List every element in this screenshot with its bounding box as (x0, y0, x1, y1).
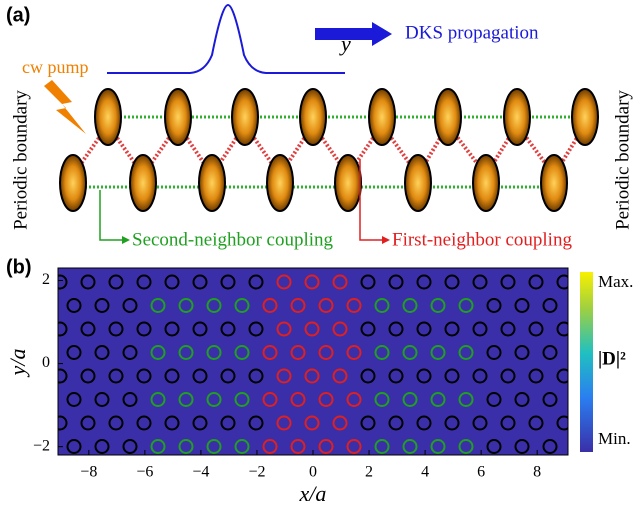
resonator (232, 89, 258, 145)
y-tick-label: 2 (42, 271, 50, 288)
resonator (60, 155, 86, 211)
boundary-label: Periodic boundary (10, 90, 31, 230)
resonator (369, 89, 395, 145)
resonator (267, 155, 293, 211)
x-tick-label: −8 (80, 464, 97, 481)
resonator (335, 155, 361, 211)
x-tick-label: −2 (248, 464, 265, 481)
y-tick-label: −2 (33, 437, 50, 454)
pointer (360, 160, 382, 240)
pulse (107, 5, 345, 73)
colorbar-min: Min. (598, 429, 631, 448)
resonator (300, 89, 326, 145)
x-tick-label: −6 (136, 464, 153, 481)
pump-bolt (44, 80, 86, 134)
resonator (95, 89, 121, 145)
x-tick-label: 2 (365, 464, 373, 481)
resonator (130, 155, 156, 211)
resonator (165, 89, 191, 145)
resonator (473, 155, 499, 211)
first-neighbor-label: First-neighbor coupling (392, 229, 572, 250)
resonator-lattice (60, 89, 598, 211)
field-map (54, 268, 585, 455)
y-axis-label: y/a (5, 349, 30, 378)
pointer-head (382, 236, 390, 244)
second-neighbor-label: Second-neighbor coupling (132, 229, 334, 250)
axis-symbol: y (339, 31, 351, 56)
figure: (a) y DKS propagation cw pump Periodic b… (0, 0, 642, 512)
panel-label: (b) (6, 256, 32, 278)
resonator (435, 89, 461, 145)
resonator (504, 89, 530, 145)
resonator (541, 155, 567, 211)
x-tick-label: 0 (309, 464, 317, 481)
boundary-label: Periodic boundary (612, 90, 633, 230)
x-axis-label: x/a (299, 481, 327, 506)
propagation-label: DKS propagation (405, 22, 539, 43)
colorbar (580, 272, 593, 452)
pointer (100, 190, 122, 240)
x-tick-label: 4 (421, 464, 429, 481)
y-tick-label: 0 (42, 354, 50, 371)
resonator (199, 155, 225, 211)
pointer-head (122, 236, 130, 244)
pump-label: cw pump (22, 57, 89, 77)
panel-label: (a) (6, 4, 30, 26)
x-tick-label: 6 (477, 464, 485, 481)
x-tick-label: 8 (533, 464, 541, 481)
colorbar-max: Max. (598, 272, 633, 291)
resonator (405, 155, 431, 211)
arrow (315, 22, 392, 46)
x-tick-label: −4 (192, 464, 209, 481)
colorbar-label: |D|² (598, 348, 626, 369)
resonator (572, 89, 598, 145)
